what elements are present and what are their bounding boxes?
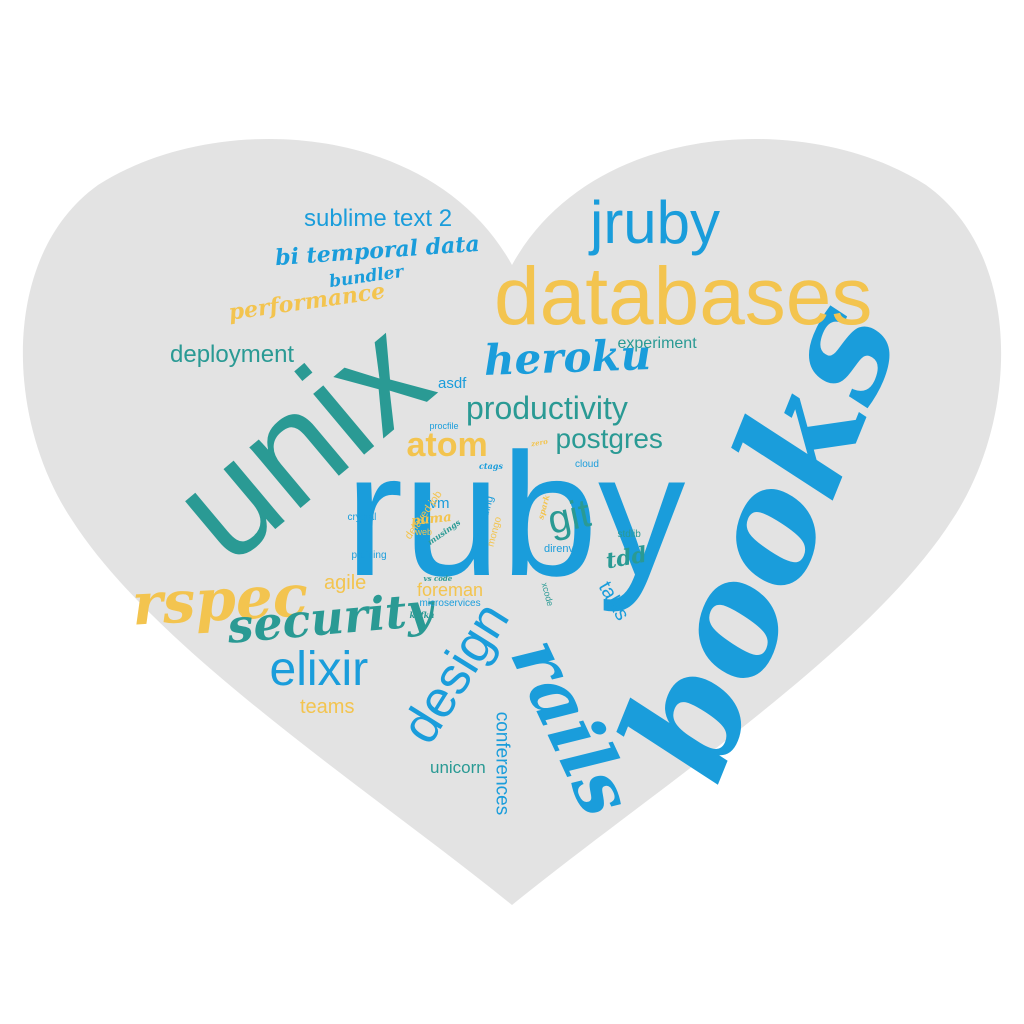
word-jruby: jruby bbox=[590, 189, 721, 256]
word-stdlib: stdlib bbox=[617, 529, 641, 540]
word-teams: teams bbox=[300, 696, 355, 718]
word-vs-code: vs code bbox=[423, 573, 453, 583]
word-kafka: kafka bbox=[409, 610, 435, 620]
word-productivity: productivity bbox=[466, 390, 628, 426]
word-crystal: crystal bbox=[347, 512, 377, 523]
word-web: web bbox=[415, 526, 433, 537]
word-git: git bbox=[543, 491, 595, 543]
word-experiment: experiment bbox=[617, 335, 697, 352]
word-foreman: foreman bbox=[417, 580, 484, 600]
word-conferences: conferences bbox=[491, 711, 513, 815]
word-atom: atom bbox=[406, 426, 488, 464]
word-deployment: deployment bbox=[170, 341, 295, 368]
word-microservices: microservices bbox=[419, 598, 481, 609]
word-elixir: elixir bbox=[269, 643, 369, 696]
word-asdf: asdf bbox=[438, 374, 467, 392]
word-unicorn: unicorn bbox=[430, 757, 486, 777]
word-databases: databases bbox=[494, 251, 873, 342]
word-rvm: rvm bbox=[424, 494, 450, 512]
word-profiling: profiling bbox=[351, 550, 387, 561]
word-ctags: ctags bbox=[479, 461, 503, 471]
word-tdd: tdd bbox=[603, 541, 649, 575]
word-zero: zero bbox=[529, 436, 548, 448]
word-cloud: cloud bbox=[575, 459, 599, 470]
word-sublime-text-2: sublime text 2 bbox=[304, 205, 453, 232]
word-postgres: postgres bbox=[555, 423, 663, 454]
heart-background bbox=[22, 138, 1002, 905]
word-agile: agile bbox=[324, 572, 367, 594]
word-ruby: ruby bbox=[345, 417, 686, 613]
word-direnv: direnv bbox=[544, 542, 574, 555]
word-procfile: procfile bbox=[429, 420, 459, 431]
